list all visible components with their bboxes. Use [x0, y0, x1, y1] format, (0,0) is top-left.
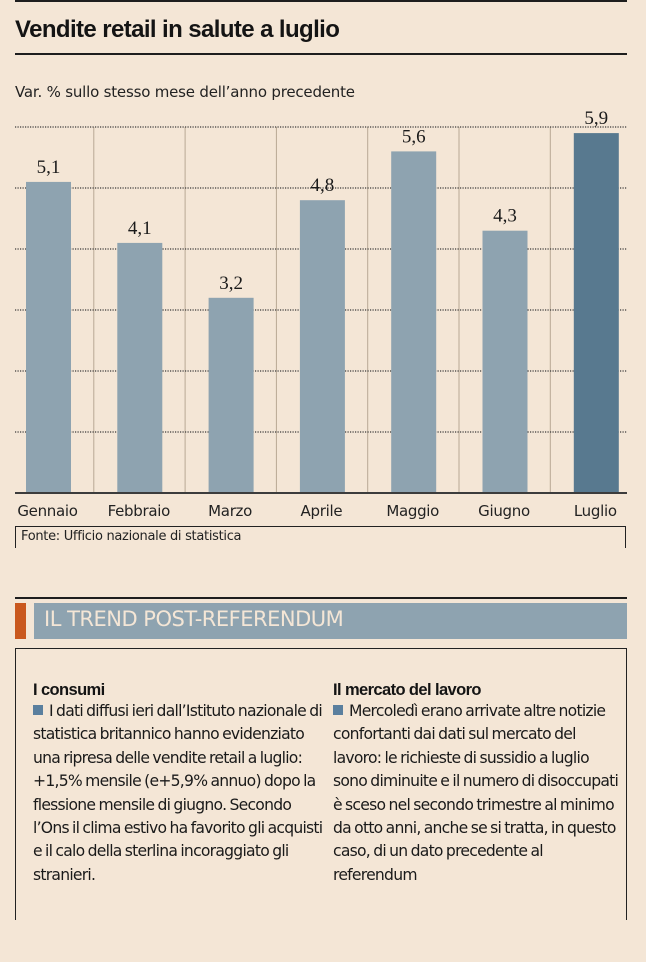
bar-giugno: [482, 230, 528, 493]
column-body-text: I dati diffusi ieri dall’Istituto nazion…: [33, 702, 323, 884]
value-label: 5,1: [37, 157, 61, 178]
category-labels: Gennaio Febbraio Marzo Aprile Maggio Giugno Lu…: [17, 502, 617, 520]
square-bullet-icon: [333, 705, 343, 715]
section-accent: [15, 603, 26, 639]
value-labels: 5,1 4,1 3,2 4,8 5,6 4,3 5,9: [37, 108, 609, 294]
section-title: IL TREND POST-REFERENDUM: [44, 607, 344, 631]
title-rule: [15, 53, 627, 55]
value-label: 4,1: [128, 218, 152, 239]
section-rule: [15, 597, 627, 599]
source-box: [15, 526, 626, 548]
source-note: Fonte: Ufficio nazionale di statistica: [21, 529, 242, 544]
column-body-text: Mercoledì erano arrivate altre notizie c…: [333, 702, 619, 884]
square-bullet-icon: [33, 705, 43, 715]
category-label: Giugno: [478, 502, 530, 520]
top-rule: [15, 0, 627, 2]
bar-aprile: [299, 200, 345, 493]
bar-gennaio: [26, 181, 71, 493]
column-consumi: I consumi I dati diffusi ieri dall’Istit…: [33, 680, 323, 887]
bar-chart: 5,1 4,1 3,2 4,8 5,6 4,3 5,9 Gennaio Febbraio Mar…: [15, 108, 627, 520]
column-heading: I consumi: [33, 681, 105, 699]
bars: [26, 133, 619, 493]
value-label: 4,3: [493, 206, 517, 227]
column-body: Mercoledì erano arrivate altre notizie c…: [333, 700, 623, 887]
category-label: Maggio: [386, 502, 439, 520]
category-label: Luglio: [574, 502, 617, 520]
value-label: 5,9: [584, 108, 608, 129]
bar-febbraio: [117, 242, 163, 493]
value-label: 5,6: [402, 126, 426, 147]
text-box: [15, 648, 627, 920]
section-header: IL TREND POST-REFERENDUM: [15, 603, 627, 639]
chart-title: Vendite retail in salute a luglio: [15, 16, 340, 43]
category-label: Marzo: [208, 502, 252, 520]
section-fill: [34, 603, 627, 639]
category-label: Aprile: [301, 502, 343, 520]
category-label: Febbraio: [108, 502, 171, 520]
category-label: Gennaio: [17, 502, 77, 520]
bar-maggio: [391, 151, 437, 493]
column-body: I dati diffusi ieri dall’Istituto nazion…: [33, 700, 323, 887]
value-label: 3,2: [219, 273, 243, 294]
value-label: 4,8: [311, 175, 335, 196]
bar-luglio: [573, 133, 619, 493]
column-mercato-lavoro: Il mercato del lavoro Mercoledì erano ar…: [333, 680, 623, 887]
bar-marzo: [208, 297, 254, 493]
chart-subtitle: Var. % sullo stesso mese dell’anno prece…: [15, 83, 355, 101]
column-heading: Il mercato del lavoro: [333, 681, 481, 699]
